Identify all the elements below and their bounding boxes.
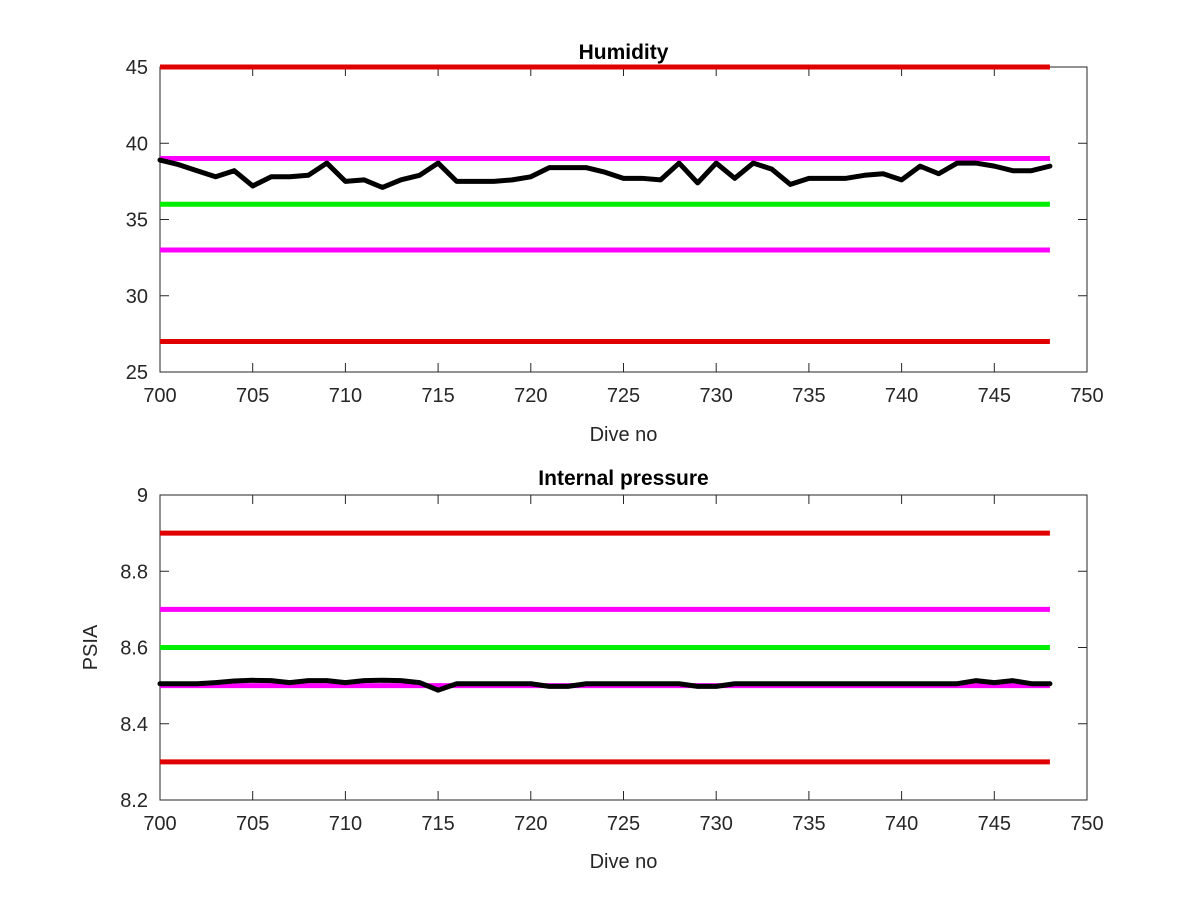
humidity-y-tick-label: 45 [126, 57, 148, 79]
internal-pressure-y-tick-label: 9 [137, 485, 148, 507]
humidity-x-tick-label: 745 [978, 385, 1011, 407]
humidity-title: Humidity [579, 41, 669, 64]
internal-pressure-x-axis-label: Dive no [590, 851, 658, 873]
internal-pressure-x-tick-label: 725 [607, 813, 640, 835]
internal-pressure-data-line [157, 677, 1053, 693]
humidity-y-tick-label: 30 [126, 286, 148, 308]
humidity-x-tick-label: 700 [143, 385, 176, 407]
internal-pressure-x-tick-label: 740 [885, 813, 918, 835]
internal-pressure-x-tick-label: 745 [978, 813, 1011, 835]
internal-pressure-y-tick-label: 8.8 [120, 561, 148, 583]
internal-pressure-x-tick-label: 735 [792, 813, 825, 835]
humidity-x-tick-label: 740 [885, 385, 918, 407]
humidity-chart: 700 705 710 715 720 725 730 735 740 745 750 25 30 35 4… [126, 41, 1104, 446]
humidity-plot-area [159, 66, 1088, 373]
humidity-x-tick-label: 750 [1070, 385, 1103, 407]
internal-pressure-x-tick-label: 710 [329, 813, 362, 835]
internal-pressure-y-tick-label: 8.2 [120, 790, 148, 812]
internal-pressure-x-tick-label: 720 [514, 813, 547, 835]
humidity-data-line [157, 157, 1053, 190]
internal-pressure-y-axis-label: PSIA [80, 624, 102, 670]
humidity-y-tick-label: 25 [126, 362, 148, 384]
humidity-y-tick-label: 35 [126, 210, 148, 232]
humidity-x-tick-label: 730 [700, 385, 733, 407]
internal-pressure-title: Internal pressure [538, 467, 708, 490]
internal-pressure-y-tick-label: 8.6 [120, 638, 148, 660]
internal-pressure-x-tick-label: 750 [1070, 813, 1103, 835]
internal-pressure-x-tick-label: 730 [700, 813, 733, 835]
humidity-x-tick-label: 705 [236, 385, 269, 407]
internal-pressure-y-tick-label: 8.4 [120, 714, 148, 736]
humidity-x-tick-label: 715 [421, 385, 454, 407]
internal-pressure-x-tick-label: 700 [143, 813, 176, 835]
humidity-x-axis-label: Dive no [590, 424, 658, 446]
internal-pressure-x-tick-label: 715 [421, 813, 454, 835]
humidity-x-tick-label: 735 [792, 385, 825, 407]
internal-pressure-x-tick-label: 705 [236, 813, 269, 835]
internal-pressure-chart: 700 705 710 715 720 725 730 735 740 745 750 8.2 8.4 8… [80, 467, 1104, 873]
humidity-x-tick-label: 720 [514, 385, 547, 407]
humidity-x-tick-label: 725 [607, 385, 640, 407]
humidity-y-tick-label: 40 [126, 133, 148, 155]
humidity-x-tick-label: 710 [329, 385, 362, 407]
